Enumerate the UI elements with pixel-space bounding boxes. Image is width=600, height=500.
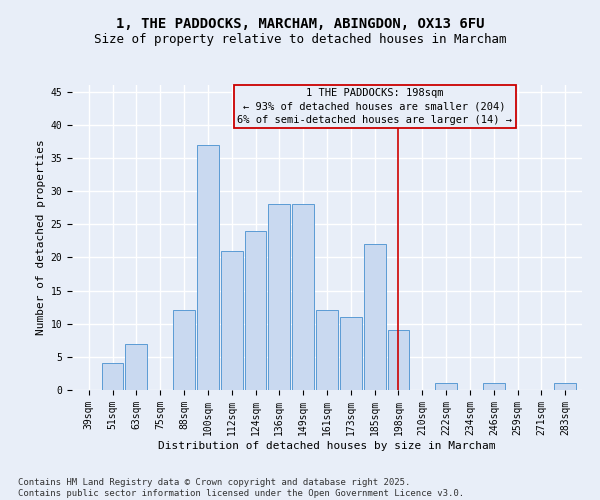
Bar [316, 310, 338, 390]
X-axis label: Distribution of detached houses by size in Marcham: Distribution of detached houses by size … [158, 440, 496, 450]
Bar [435, 384, 457, 390]
Text: Contains HM Land Registry data © Crown copyright and database right 2025.
Contai: Contains HM Land Registry data © Crown c… [18, 478, 464, 498]
Text: 1, THE PADDOCKS, MARCHAM, ABINGDON, OX13 6FU: 1, THE PADDOCKS, MARCHAM, ABINGDON, OX13… [116, 18, 484, 32]
Y-axis label: Number of detached properties: Number of detached properties [37, 140, 46, 336]
Bar [125, 344, 148, 390]
Bar [388, 330, 409, 390]
Bar [364, 244, 386, 390]
Bar [292, 204, 314, 390]
Text: 1 THE PADDOCKS: 198sqm
← 93% of detached houses are smaller (204)
6% of semi-det: 1 THE PADDOCKS: 198sqm ← 93% of detached… [237, 88, 512, 124]
Bar [268, 204, 290, 390]
Bar [554, 384, 576, 390]
Bar [173, 310, 195, 390]
Bar [221, 251, 242, 390]
Bar [483, 384, 505, 390]
Bar [340, 317, 362, 390]
Bar [197, 144, 219, 390]
Bar [245, 231, 266, 390]
Text: Size of property relative to detached houses in Marcham: Size of property relative to detached ho… [94, 32, 506, 46]
Bar [101, 364, 124, 390]
